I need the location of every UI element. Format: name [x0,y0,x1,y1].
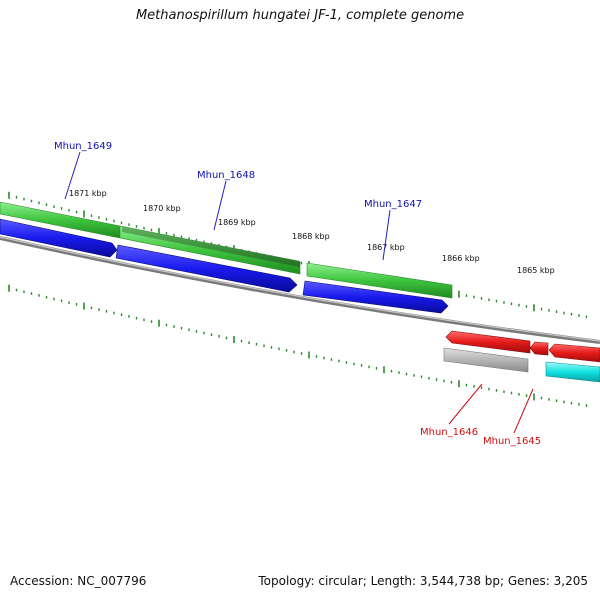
forward-gene-mhun-1648-dark [122,226,300,267]
kbp-label-1870: 1870 kbp [143,204,181,213]
forward-cds-2[interactable] [115,244,298,293]
reverse-gene-mhun-1646[interactable] [445,330,531,354]
reverse-gene-small[interactable] [529,341,549,356]
kbp-label-1865: 1865 kbp [517,266,555,275]
kbp-label-1868: 1868 kbp [292,232,330,241]
accession-text: Accession: NC_007796 [10,574,147,588]
leader-line-mhun-1649 [64,151,81,200]
inner-tick-marks [8,284,588,407]
kbp-label-1871: 1871 kbp [69,189,107,198]
map-title: Methanospirillum hungatei JF-1, complete… [135,8,465,23]
genome-backbone [0,236,600,344]
forward-gene-mhun-1647[interactable] [306,262,453,299]
reverse-cds-cyan[interactable] [545,361,600,383]
kbp-label-1866: 1866 kbp [442,254,480,263]
leader-line-mhun-1646 [448,383,483,425]
leader-line-mhun-1645 [513,388,534,434]
leader-line-mhun-1647 [382,209,391,261]
forward-cds-1[interactable] [0,218,118,258]
gene-label-mhun-1649[interactable]: Mhun_1649 [54,141,112,152]
forward-cds-3[interactable] [302,280,449,314]
gene-label-mhun-1648[interactable]: Mhun_1648 [197,170,255,181]
leader-line-mhun-1648 [213,180,227,231]
outer-tick-marks [8,191,588,319]
gene-label-mhun-1647[interactable]: Mhun_1647 [364,199,422,210]
kbp-label-1869: 1869 kbp [218,218,256,227]
genome-backbone-highlight [0,236,600,342]
kbp-label-1867: 1867 kbp [367,243,405,252]
gene-label-mhun-1646[interactable]: Mhun_1646 [420,427,478,438]
gene-label-mhun-1645[interactable]: Mhun_1645 [483,436,541,447]
reverse-cds-gray[interactable] [443,347,529,373]
reverse-gene-mhun-1645[interactable] [548,343,600,363]
genome-info-text: Topology: circular; Length: 3,544,738 bp… [258,574,588,588]
